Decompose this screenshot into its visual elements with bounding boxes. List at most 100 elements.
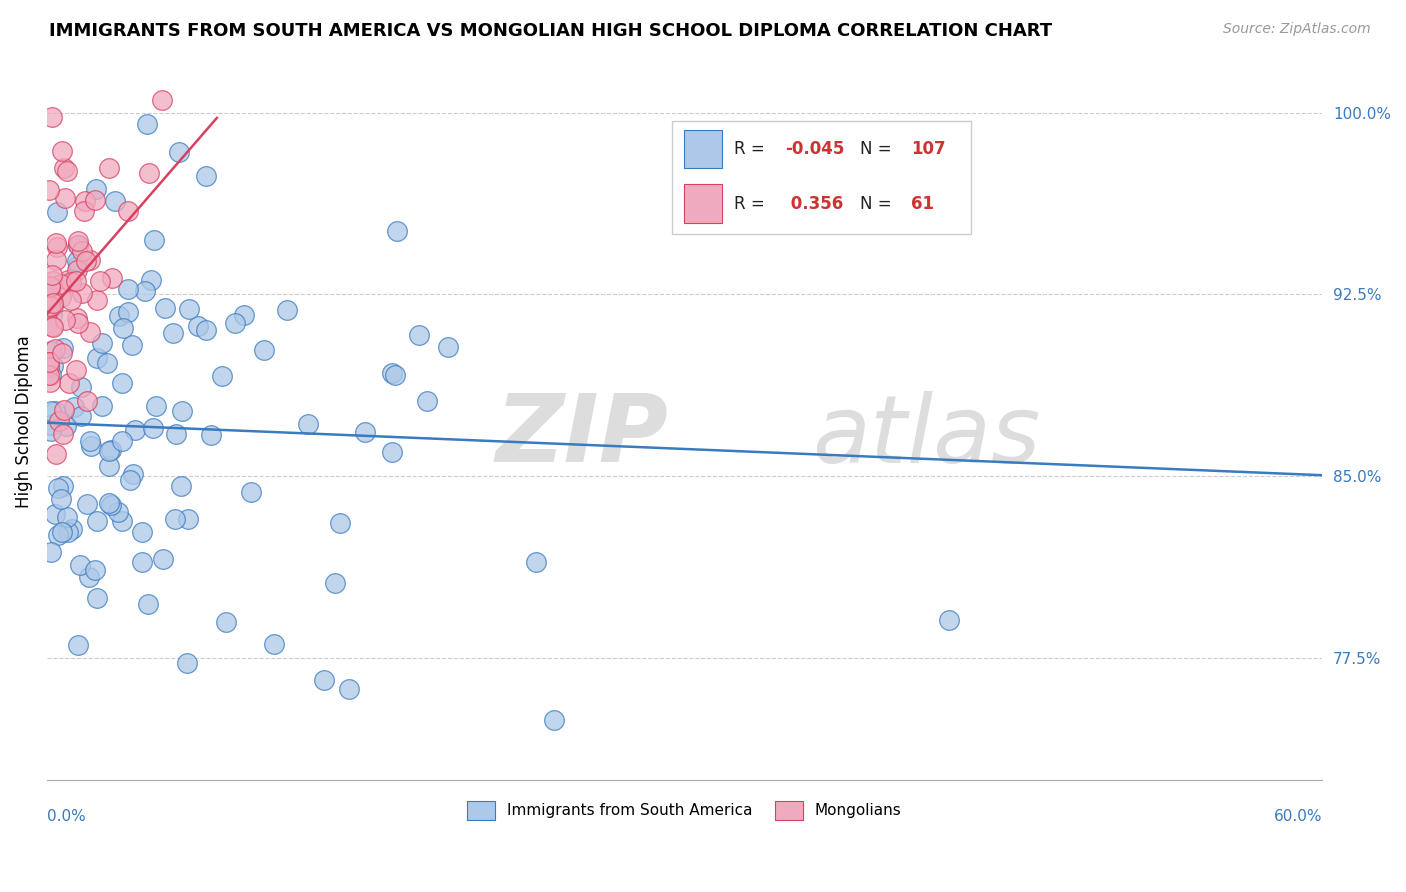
Point [60, 275, 83, 289]
Point [177, 512, 200, 526]
Y-axis label: High School Diploma: High School Diploma [15, 335, 32, 508]
Point [70, 286, 93, 301]
Point [39, 375, 62, 389]
Point [314, 673, 336, 687]
Point [162, 326, 184, 340]
Point [111, 514, 134, 528]
FancyBboxPatch shape [672, 120, 972, 234]
Point [59, 293, 82, 307]
Point [381, 367, 404, 381]
Point [385, 224, 408, 238]
Point [91, 335, 114, 350]
Point [39, 280, 62, 294]
Point [100, 443, 122, 458]
Point [38, 368, 60, 382]
Point [138, 166, 160, 180]
Point [66, 238, 89, 252]
Point [38, 360, 60, 375]
Point [86, 591, 108, 606]
Point [111, 434, 134, 448]
Point [52, 402, 75, 417]
Point [39, 299, 62, 313]
Point [41, 268, 63, 282]
Point [97, 458, 120, 473]
Point [122, 467, 145, 481]
Point [39, 545, 62, 559]
Point [253, 343, 276, 358]
Point [91, 399, 114, 413]
Point [65, 274, 87, 288]
Point [416, 394, 439, 409]
Point [98, 443, 121, 458]
Point [323, 575, 346, 590]
Point [58, 376, 80, 390]
Point [384, 368, 406, 383]
Point [104, 194, 127, 208]
Point [117, 204, 139, 219]
Text: atlas: atlas [811, 391, 1040, 482]
Point [39, 417, 62, 432]
Point [44, 343, 66, 357]
Point [49, 492, 72, 507]
Point [53, 312, 76, 326]
Point [134, 284, 156, 298]
Point [55, 510, 77, 524]
Point [51, 524, 73, 539]
Point [142, 234, 165, 248]
Point [543, 713, 565, 727]
Point [112, 321, 135, 335]
Point [100, 498, 122, 512]
Text: 107: 107 [911, 140, 946, 158]
Point [145, 399, 167, 413]
Point [52, 426, 75, 441]
Point [41, 291, 63, 305]
FancyBboxPatch shape [683, 185, 723, 223]
Point [66, 638, 89, 652]
Point [55, 163, 77, 178]
Point [70, 409, 93, 423]
Point [51, 346, 73, 360]
Point [108, 309, 131, 323]
Point [233, 308, 256, 322]
Point [152, 552, 174, 566]
Point [121, 338, 143, 352]
Point [153, 301, 176, 316]
Point [117, 305, 139, 319]
Point [39, 368, 62, 383]
Point [84, 194, 107, 208]
Point [297, 417, 319, 431]
Point [38, 183, 60, 197]
Point [44, 403, 66, 417]
Point [66, 237, 89, 252]
Point [46, 481, 69, 495]
Point [76, 497, 98, 511]
Point [408, 328, 430, 343]
Point [48, 414, 70, 428]
Point [177, 302, 200, 317]
Point [211, 368, 233, 383]
Point [45, 252, 67, 267]
Point [42, 274, 65, 288]
Point [66, 258, 89, 272]
Point [84, 564, 107, 578]
Text: IMMIGRANTS FROM SOUTH AMERICA VS MONGOLIAN HIGH SCHOOL DIPLOMA CORRELATION CHART: IMMIGRANTS FROM SOUTH AMERICA VS MONGOLI… [49, 22, 1052, 40]
Point [70, 244, 93, 258]
Point [165, 427, 187, 442]
Point [45, 235, 67, 250]
Point [136, 117, 159, 131]
Point [176, 656, 198, 670]
Point [329, 516, 352, 531]
Point [89, 274, 111, 288]
Text: 61: 61 [911, 194, 934, 212]
Text: R =: R = [734, 140, 770, 158]
Point [98, 496, 121, 510]
Point [170, 404, 193, 418]
Point [41, 308, 63, 322]
Text: 0.0%: 0.0% [46, 809, 86, 823]
Point [42, 359, 65, 373]
Point [46, 205, 69, 219]
Point [215, 615, 238, 629]
Point [52, 478, 75, 492]
Legend: Immigrants from South America, Mongolians: Immigrants from South America, Mongolian… [461, 795, 908, 826]
Point [65, 363, 87, 377]
